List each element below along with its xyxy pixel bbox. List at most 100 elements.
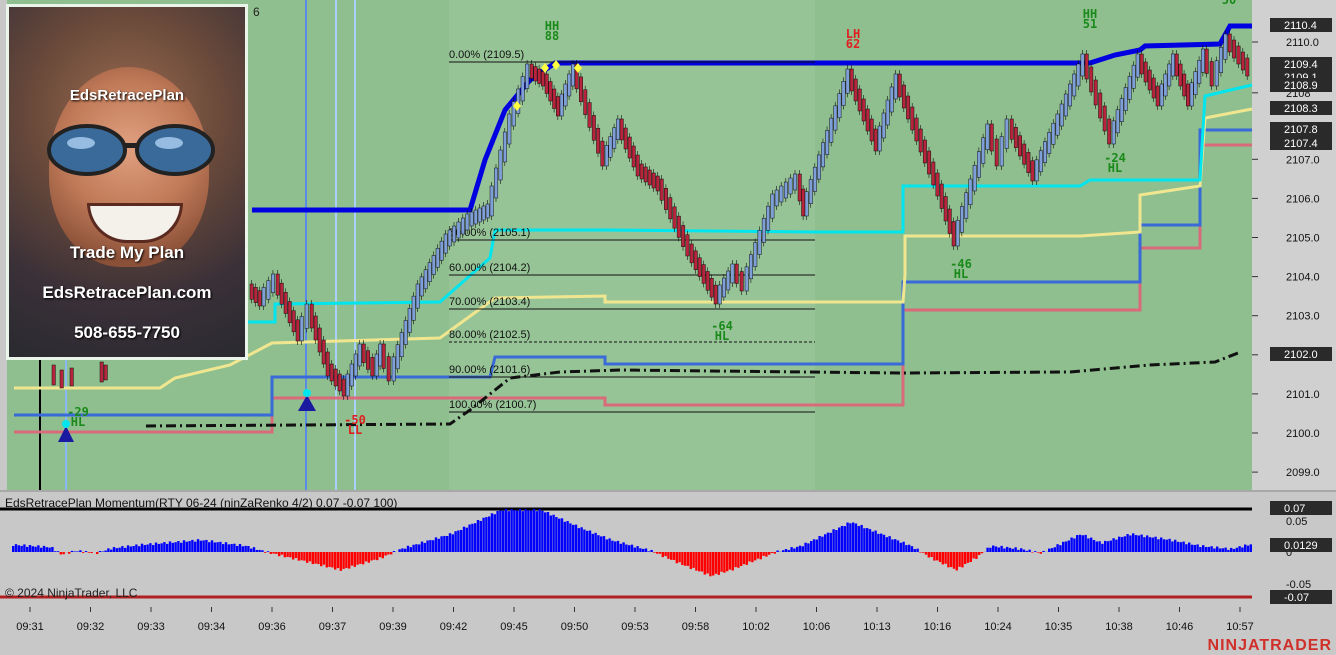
renko-bar-down xyxy=(552,88,557,109)
momentum-bar-positive xyxy=(846,522,849,552)
momentum-bar-positive xyxy=(888,536,891,552)
momentum-bar-positive xyxy=(1146,535,1149,552)
renko-bar-down xyxy=(1089,66,1094,93)
renko-bar-down xyxy=(994,138,999,167)
renko-bar-down xyxy=(849,68,854,92)
momentum-bar-positive xyxy=(152,545,155,552)
renko-bar-up xyxy=(502,131,507,163)
renko-bar-up xyxy=(271,273,275,293)
renko-bar-up xyxy=(423,269,428,290)
renko-bar-down xyxy=(1227,33,1232,53)
renko-bar-down xyxy=(291,310,296,333)
momentum-bar-negative xyxy=(359,552,362,564)
momentum-bar-positive xyxy=(997,547,1000,552)
momentum-bar-negative xyxy=(961,552,964,568)
momentum-bar-negative xyxy=(734,552,737,568)
price-marker xyxy=(1270,78,1332,92)
renko-bar-down xyxy=(313,315,318,341)
renko-bar-up xyxy=(1119,98,1124,122)
renko-bar-up xyxy=(498,149,503,181)
renko-bar-up xyxy=(1076,63,1081,87)
momentum-bar-negative xyxy=(1039,552,1042,554)
time-tick-label: 09:42 xyxy=(440,621,468,633)
renko-bar-down xyxy=(1245,57,1250,77)
momentum-bar-positive xyxy=(1140,534,1143,552)
renko-bar-up xyxy=(744,266,749,292)
swing-label-bottom: LL xyxy=(348,423,362,437)
momentum-bar-positive xyxy=(1017,549,1020,552)
momentum-bar-positive xyxy=(118,547,121,552)
renko-bar-up xyxy=(1201,48,1205,73)
momentum-bar-positive xyxy=(530,510,533,552)
swing-label-bottom: HL xyxy=(954,267,968,281)
momentum-bar-positive xyxy=(1025,550,1028,552)
momentum-bar-positive xyxy=(910,546,914,552)
momentum-bar-negative xyxy=(1031,552,1034,553)
renko-bar-up xyxy=(766,205,771,231)
momentum-bar-positive xyxy=(521,511,524,552)
momentum-bar-positive xyxy=(224,542,228,552)
momentum-bar-positive xyxy=(98,551,102,552)
renko-bar-up xyxy=(821,142,826,168)
momentum-bar-positive xyxy=(1148,537,1152,552)
momentum-bar-positive xyxy=(490,513,494,552)
momentum-bar-positive xyxy=(51,547,54,552)
renko-bar-up xyxy=(968,178,973,205)
renko-bar-up xyxy=(473,209,478,225)
momentum-bar-negative xyxy=(751,552,754,563)
momentum-bar-negative xyxy=(692,552,695,568)
renko-bar-down xyxy=(689,243,694,264)
renko-bar-down xyxy=(1009,118,1014,140)
renko-bar-down xyxy=(529,63,534,79)
renko-bar-down xyxy=(910,106,915,131)
indicator-tick-label: 0 xyxy=(1286,547,1292,559)
momentum-bar-positive xyxy=(255,549,258,552)
renko-bar-down xyxy=(639,163,644,180)
momentum-bar-positive xyxy=(154,542,158,552)
renko-bar-up xyxy=(825,130,830,155)
momentum-bar-positive xyxy=(194,541,197,552)
momentum-bar-positive xyxy=(566,521,569,552)
momentum-bar-positive xyxy=(247,546,250,552)
renko-bar-up xyxy=(1051,122,1056,145)
momentum-bar-positive xyxy=(894,539,897,552)
momentum-bar-positive xyxy=(835,529,838,552)
momentum-bar-positive xyxy=(28,545,32,552)
renko-bar-up xyxy=(829,117,834,143)
momentum-bar-positive xyxy=(1185,544,1188,552)
renko-bar-up xyxy=(1055,113,1060,136)
momentum-bar-positive xyxy=(1249,544,1252,552)
renko-bar-down xyxy=(897,73,902,98)
swing-label-top: -46 xyxy=(950,257,972,271)
momentum-bar-negative xyxy=(348,552,351,569)
momentum-bar-positive xyxy=(1022,549,1026,552)
momentum-bar-positive xyxy=(818,535,821,552)
momentum-bar-positive xyxy=(160,543,163,552)
renko-bar-down xyxy=(533,66,538,82)
renko-bar-up xyxy=(1214,60,1219,87)
renko-bar-up xyxy=(571,63,575,87)
momentum-bar-negative xyxy=(664,552,667,557)
momentum-bar-positive xyxy=(992,545,995,552)
renko-bar-down xyxy=(321,339,326,365)
momentum-bar-positive xyxy=(1000,545,1003,552)
momentum-bar-negative xyxy=(765,552,768,557)
price-tick-label: 2104.0 xyxy=(1286,272,1320,284)
renko-bar-down xyxy=(548,81,553,102)
momentum-bar-positive xyxy=(1042,550,1045,552)
time-tick-label: 09:45 xyxy=(500,621,528,633)
momentum-bar-positive xyxy=(34,546,37,552)
renko-bar-down xyxy=(943,196,948,222)
momentum-bar-positive xyxy=(784,549,788,552)
momentum-bar-negative xyxy=(698,552,701,572)
renko-bar-up xyxy=(885,99,890,126)
renko-bar-up xyxy=(612,127,617,149)
momentum-bar-positive xyxy=(504,508,508,552)
renko-bar-down xyxy=(556,96,560,117)
momentum-bar-positive xyxy=(852,522,855,552)
renko-bar-up xyxy=(1167,63,1172,87)
renko-bar-up xyxy=(427,262,432,282)
momentum-bar-negative xyxy=(356,552,359,565)
momentum-bar-negative xyxy=(686,552,690,566)
